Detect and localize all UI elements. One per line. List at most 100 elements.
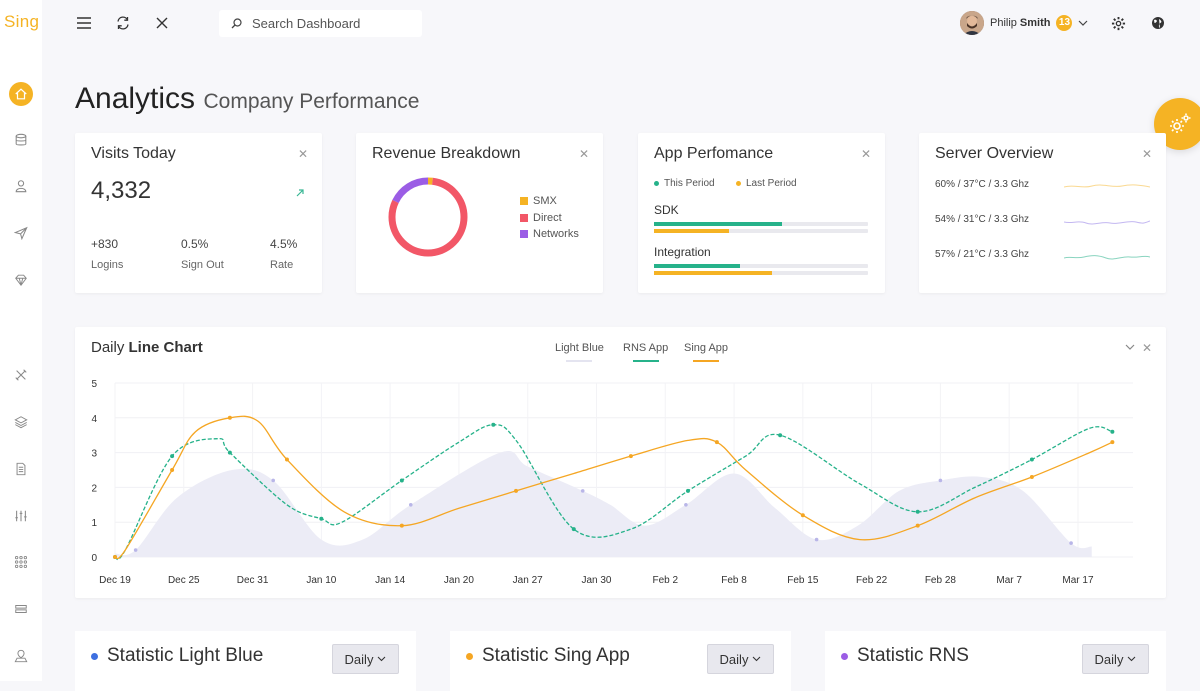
statistic-rns-card: Statistic RNS Daily [825,631,1166,691]
series-rns-app-point [571,527,576,532]
series-light-blue-point [1069,541,1073,545]
nav-tools[interactable] [12,366,30,384]
nav-document[interactable] [12,460,30,478]
database-icon [15,133,27,146]
x-tick-label: Dec 25 [168,575,200,586]
sliders-icon [15,510,27,522]
x-tick-label: Feb 22 [856,575,888,586]
stat-label: Sign Out [181,259,224,271]
series-rns-app-point [1029,457,1034,462]
revenue-title: Revenue Breakdown [372,145,521,162]
language-button[interactable] [1150,15,1166,31]
series-sing-app-point [170,468,175,472]
legend-label: This Period [664,178,715,189]
visits-close-icon[interactable]: ✕ [298,147,309,161]
donut-slice-networks [388,177,468,257]
series-rns-app-point [778,433,783,438]
search-box[interactable] [219,10,422,37]
legend-label: Light Blue [555,342,604,354]
close-button[interactable] [154,15,170,31]
user-first-name: Philip [990,17,1017,29]
x-tick-label: Jan 27 [513,575,543,586]
legend-label: RNS App [623,342,669,354]
series-light-blue-point [408,503,413,507]
revenue-close-icon[interactable]: ✕ [579,147,590,161]
server-card: Server Overview ✕ 60% / 37°C / 3.3 Ghz 5… [919,133,1166,293]
menu-button[interactable] [76,15,92,31]
y-tick-label: 3 [91,449,97,460]
series-sing-app-point [113,555,117,559]
search-input[interactable] [252,16,412,31]
legend-sing-app[interactable]: Sing App [684,342,728,362]
page-title: Analytics Company Performance [75,82,419,116]
legend-last-period: Last Period [736,178,797,189]
settings-button[interactable] [1110,15,1126,31]
trend-up-icon [296,189,304,197]
avatar[interactable] [960,11,984,35]
server-title: Server Overview [935,145,1054,162]
card-title-text: Statistic RNS [857,645,969,666]
nav-sliders[interactable] [12,507,30,525]
legend-light-blue[interactable]: Light Blue [555,342,604,362]
series-light-blue-area [115,450,1092,557]
app-perf-close-icon[interactable]: ✕ [861,147,872,161]
nav-storage[interactable] [12,600,30,618]
x-tick-label: Jan 10 [306,575,336,586]
nav-diamond[interactable] [12,271,30,289]
nav-grid[interactable] [12,553,30,571]
nav-layers[interactable] [12,413,30,431]
server-sparkline [1064,220,1150,225]
period-dropdown[interactable]: Daily [707,644,774,674]
period-dropdown[interactable]: Daily [1082,644,1149,674]
dropdown-label: Daily [1094,651,1124,667]
nav-send[interactable] [12,224,30,242]
chart-title: Daily Line Chart [91,339,203,356]
home-icon [15,88,27,100]
visits-title: Visits Today [91,145,176,162]
legend-rns-app[interactable]: RNS App [623,342,668,362]
card-title-text: Statistic Sing App [482,645,630,666]
user-menu[interactable]: Philip Smith 13 [960,11,1088,35]
app-logo[interactable]: Sing [4,12,40,31]
app-perf-title: App Perfomance [654,145,774,162]
x-tick-label: Jan 30 [581,575,611,586]
stat-value: 0.5% [181,237,209,251]
legend-smx: SMX [520,195,557,207]
send-icon [14,226,28,240]
series-sing-app-point [628,454,633,459]
nav-user[interactable] [12,177,30,195]
daily-chart-card: Daily Line Chart Light Blue RNS App Sing… [75,327,1166,598]
legend-label: Sing App [684,342,729,354]
x-tick-label: Dec 19 [99,575,131,586]
nav-home[interactable] [9,82,33,106]
legend-direct: Direct [520,212,562,224]
visits-value: 4,332 [91,177,152,204]
collapse-chevron-icon[interactable] [1125,344,1135,351]
line-chart: 0 1 2 3 4 5 Dec 19 Dec 25 Dec 31 Jan 10 Jan 14 Jan … [91,379,1133,586]
series-rns-app-point [319,516,324,521]
chevron-down-icon [1128,656,1136,662]
server-close-icon[interactable]: ✕ [1142,147,1153,161]
nav-database[interactable] [12,131,30,149]
y-tick-label: 0 [91,553,97,564]
layers-icon [14,416,28,429]
sdk-last-bar [654,229,868,233]
card-title: Statistic Light Blue [91,645,263,667]
chart-close-icon[interactable]: ✕ [1142,341,1153,355]
legend-networks: Networks [520,228,579,240]
x-tick-label: Feb 28 [925,575,957,586]
chevron-down-icon [753,656,761,662]
x-tick-label: Dec 31 [237,575,269,586]
series-sing-app-point [1110,440,1115,445]
diamond-icon [15,274,27,287]
nav-map[interactable] [12,647,30,665]
series-rns-app-point [915,509,920,514]
x-tick-label: Mar 7 [996,575,1022,586]
period-dropdown[interactable]: Daily [332,644,399,674]
series-light-blue-point [814,537,819,542]
refresh-button[interactable] [115,15,131,31]
notification-badge[interactable]: 13 [1056,15,1073,31]
grid-icon [14,555,28,569]
storage-icon [15,605,27,613]
